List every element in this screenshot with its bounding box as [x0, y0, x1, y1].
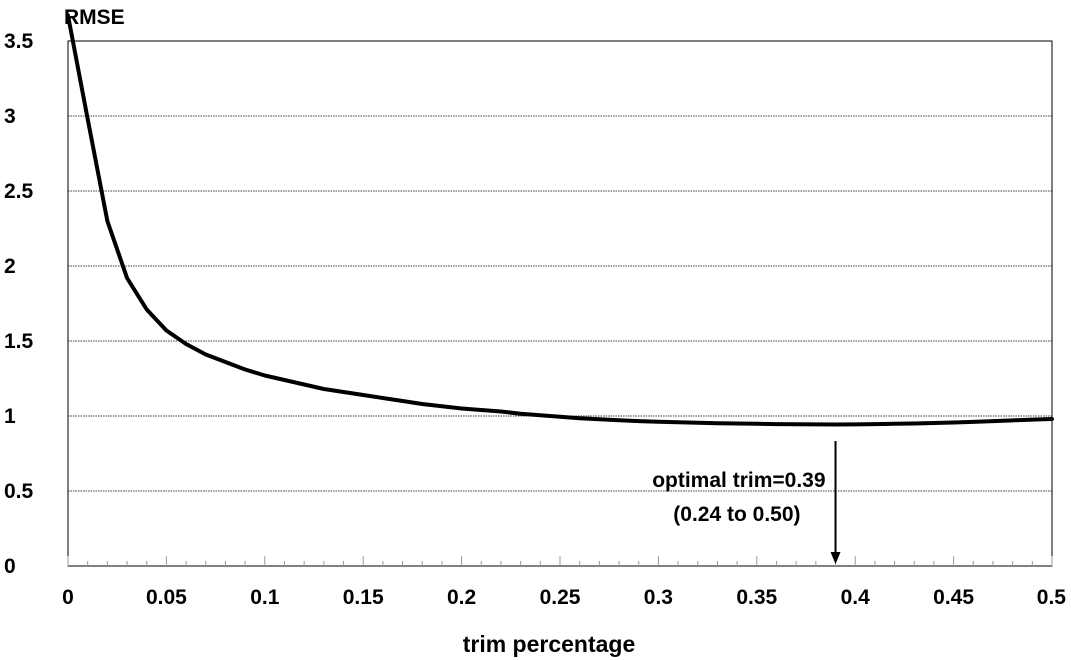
x-tick-label: 0.5	[1037, 586, 1067, 609]
optimal-trim-label: optimal trim=0.39	[652, 469, 825, 492]
y-tick-label: 3.5	[4, 30, 34, 53]
rmse-series-line	[66, 13, 1054, 427]
x-tick-label: 0.05	[146, 586, 187, 609]
y-tick-label: 2	[4, 255, 16, 278]
optimal-trim-arrow-head	[830, 552, 841, 564]
x-minor-ticks	[67, 556, 1053, 566]
y-tick-labels: 0 0.5 1 1.5 2 2.5 3 3.5	[4, 30, 34, 578]
plot-area-frame	[67, 40, 1053, 567]
y-tick-label: 1	[4, 405, 16, 428]
optimal-trim-annotation: optimal trim=0.39 (0.24 to 0.50)	[652, 441, 841, 564]
x-tick-label: 0.45	[933, 586, 974, 609]
y-tick-label: 0	[4, 555, 16, 578]
x-tick-label: 0.1	[250, 586, 280, 609]
y-tick-label: 3	[4, 105, 16, 128]
y-axis-label: RMSE	[64, 6, 125, 29]
x-tick-label: 0	[62, 586, 74, 609]
x-tick-label: 0.15	[343, 586, 384, 609]
y-tick-label: 2.5	[4, 180, 34, 203]
x-tick-label: 0.25	[540, 586, 581, 609]
x-tick-label: 0.4	[841, 586, 871, 609]
x-axis-label: trim percentage	[463, 631, 636, 657]
y-tick-label: 0.5	[4, 480, 34, 503]
x-tick-labels: 0 0.05 0.1 0.15 0.2 0.25 0.3 0.35 0.4 0.45 0.5	[62, 586, 1066, 609]
x-tick-label: 0.2	[447, 586, 476, 609]
x-tick-label: 0.3	[644, 586, 673, 609]
y-tick-label: 1.5	[4, 330, 34, 353]
x-tick-label: 0.35	[736, 586, 777, 609]
optimal-trim-range-label: (0.24 to 0.50)	[673, 503, 800, 526]
